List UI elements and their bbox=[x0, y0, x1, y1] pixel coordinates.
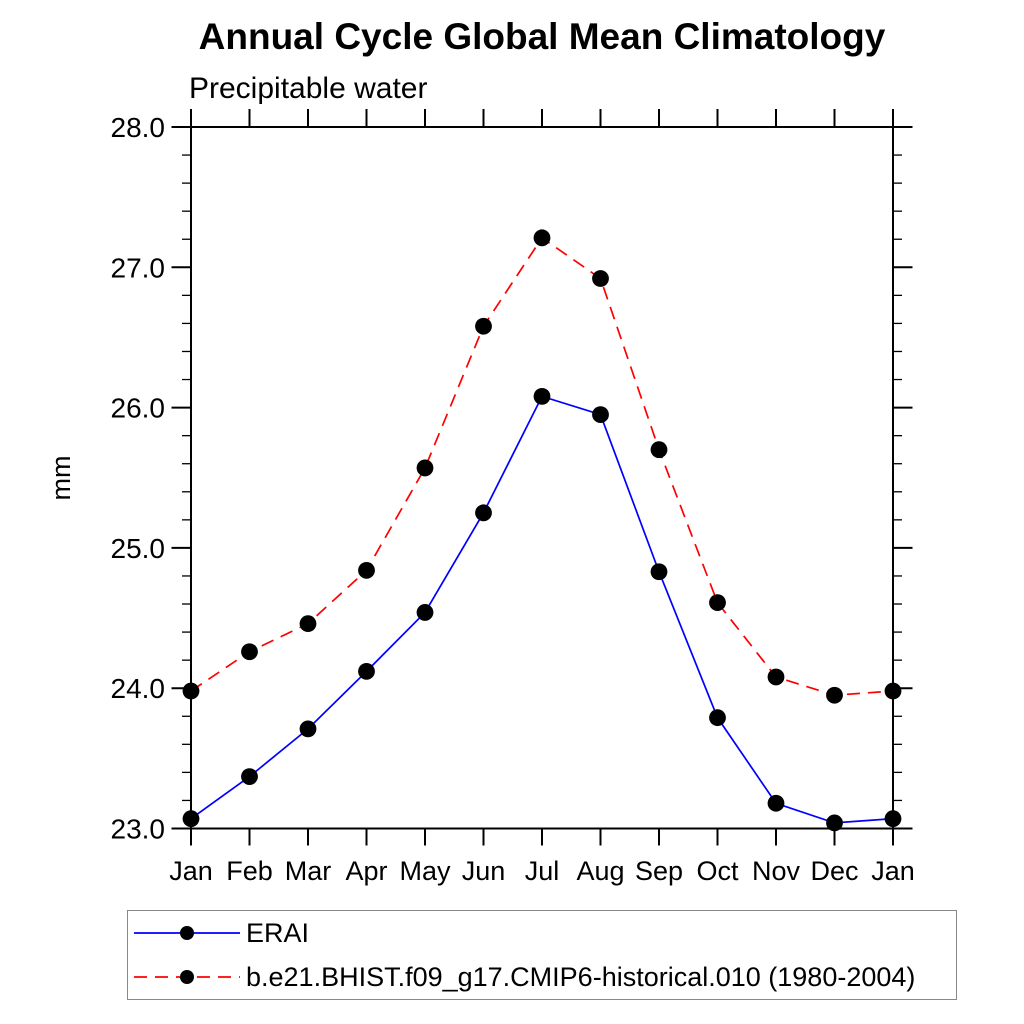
x-tick-label: Jul bbox=[525, 856, 560, 886]
x-tick-label: Dec bbox=[810, 856, 858, 886]
y-tick-label: 23.0 bbox=[111, 814, 166, 845]
series-line-1 bbox=[190, 236, 894, 697]
legend-label: b.e21.BHIST.f09_g17.CMIP6-historical.010… bbox=[246, 961, 916, 992]
data-point-1 bbox=[592, 270, 609, 287]
data-point-1 bbox=[358, 561, 375, 579]
legend-label: ERAI bbox=[246, 917, 310, 948]
x-tick-label: Jan bbox=[871, 856, 915, 886]
data-point-0 bbox=[182, 810, 200, 828]
data-point-1 bbox=[709, 594, 726, 612]
y-tick-label: 27.0 bbox=[111, 252, 166, 283]
data-point-0 bbox=[826, 814, 843, 832]
data-point-0 bbox=[299, 720, 317, 738]
data-point-1 bbox=[416, 459, 434, 477]
y-tick-label: 25.0 bbox=[111, 533, 166, 564]
data-point-1 bbox=[182, 682, 200, 700]
x-tick-label: Apr bbox=[345, 856, 387, 886]
legend-item: ERAI bbox=[128, 911, 956, 955]
x-tick-label: Jan bbox=[169, 856, 213, 886]
data-point-1 bbox=[884, 682, 902, 700]
data-point-1 bbox=[826, 686, 843, 704]
y-tick-label: 28.0 bbox=[111, 112, 166, 143]
chart-subtitle: Precipitable water bbox=[189, 72, 428, 105]
data-point-1 bbox=[533, 229, 551, 247]
y-tick-label: 26.0 bbox=[111, 393, 166, 424]
legend-line-sample bbox=[134, 926, 240, 940]
legend-marker bbox=[180, 970, 194, 984]
data-point-1 bbox=[241, 643, 258, 661]
x-tick-label: May bbox=[399, 856, 451, 886]
data-point-1 bbox=[299, 615, 317, 633]
x-tick-label: Aug bbox=[576, 856, 624, 886]
series-line-0 bbox=[190, 395, 894, 824]
data-point-0 bbox=[533, 387, 551, 405]
chart-title: Annual Cycle Global Mean Climatology bbox=[198, 16, 886, 57]
data-point-0 bbox=[650, 563, 668, 581]
data-point-0 bbox=[241, 768, 258, 785]
data-point-0 bbox=[767, 794, 785, 812]
legend: ERAI b.e21.BHIST.f09_g17.CMIP6-historica… bbox=[127, 910, 957, 1000]
data-point-0 bbox=[475, 504, 492, 522]
legend-line-sample bbox=[134, 970, 240, 984]
data-point-0 bbox=[709, 709, 726, 727]
y-axis-label: mm bbox=[46, 456, 76, 501]
data-point-0 bbox=[358, 662, 375, 680]
x-tick-label: Feb bbox=[226, 856, 273, 886]
data-point-1 bbox=[475, 317, 492, 335]
data-point-0 bbox=[884, 810, 902, 828]
y-tick-label: 24.0 bbox=[111, 673, 166, 704]
x-tick-label: Sep bbox=[635, 856, 683, 886]
x-tick-label: Mar bbox=[285, 856, 332, 886]
data-point-0 bbox=[592, 406, 609, 424]
data-point-1 bbox=[650, 441, 668, 459]
x-tick-label: Oct bbox=[696, 856, 739, 886]
x-tick-label: Jun bbox=[462, 856, 506, 886]
legend-item: b.e21.BHIST.f09_g17.CMIP6-historical.010… bbox=[128, 955, 956, 999]
x-tick-label: Nov bbox=[752, 856, 801, 886]
data-point-1 bbox=[767, 668, 785, 686]
legend-marker bbox=[180, 926, 194, 940]
data-point-0 bbox=[416, 604, 434, 621]
